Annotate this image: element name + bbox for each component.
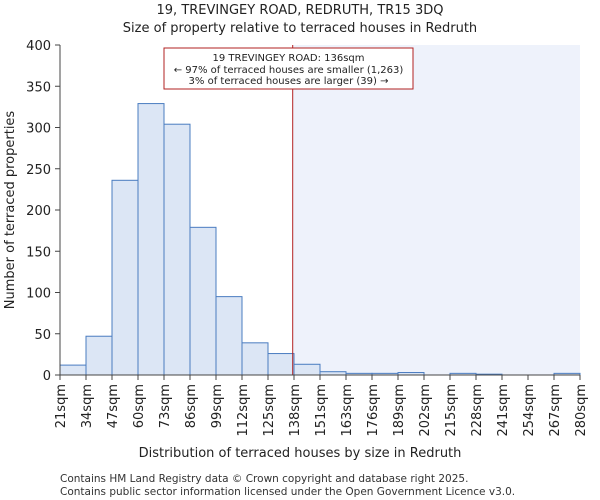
x-tick-label: 125sqm [262, 384, 277, 437]
bar-60sqm [137, 103, 165, 376]
y-tick-label: 400 [26, 39, 51, 54]
bar-125sqm [267, 353, 295, 376]
y-axis-label: Number of terraced properties [3, 111, 18, 310]
x-tick-label: 202sqm [418, 384, 433, 437]
chart-title: 19, TREVINGEY ROAD, REDRUTH, TR15 3DQ [157, 3, 444, 18]
x-tick-label: 34sqm [80, 384, 95, 428]
bar-73sqm [163, 123, 191, 376]
annotation-line-2: ← 97% of terraced houses are smaller (1,… [174, 65, 404, 76]
x-tick-label: 267sqm [548, 384, 563, 437]
x-tick-label: 21sqm [54, 384, 69, 428]
chart-subtitle: Size of property relative to terraced ho… [123, 21, 477, 36]
annotation-line-1: 19 TREVINGEY ROAD: 136sqm [212, 53, 364, 64]
x-tick-label: 189sqm [392, 384, 407, 437]
x-tick-label: 60sqm [132, 384, 147, 428]
annotation-line-3: 3% of terraced houses are larger (39) → [189, 76, 389, 87]
y-tick-label: 150 [26, 245, 51, 260]
x-tick-label: 151sqm [314, 384, 329, 437]
x-tick-label: 138sqm [288, 384, 303, 437]
annotation-box [163, 47, 414, 90]
x-tick-label: 215sqm [444, 384, 459, 437]
bar-47sqm [111, 179, 139, 376]
y-tick-label: 350 [26, 80, 51, 95]
bar-99sqm [215, 296, 243, 376]
y-tick-label: 250 [26, 163, 51, 178]
y-tick-label: 100 [26, 287, 51, 302]
y-tick-label: 50 [34, 328, 51, 343]
y-tick-label: 300 [26, 122, 51, 137]
bar-86sqm [189, 226, 217, 376]
bars [59, 103, 581, 376]
x-tick-label: 254sqm [522, 384, 537, 437]
x-axis-ticks: 21sqm 34sqm 47sqm 60sqm 73sqm 86sqm 99sqm 112sq… [54, 375, 589, 437]
y-tick-label: 0 [43, 369, 51, 384]
x-tick-label: 73sqm [158, 384, 173, 428]
larger-properties-region [292, 45, 580, 375]
x-tick-label: 241sqm [496, 384, 511, 437]
x-axis-label: Distribution of terraced houses by size … [139, 446, 462, 461]
x-tick-label: 163sqm [340, 384, 355, 437]
footer-line-1: Contains HM Land Registry data © Crown c… [60, 473, 468, 485]
x-tick-label: 86sqm [184, 384, 199, 428]
y-tick-label: 200 [26, 204, 51, 219]
bar-34sqm [85, 335, 113, 376]
x-tick-label: 280sqm [574, 384, 589, 437]
x-tick-label: 112sqm [236, 384, 251, 437]
x-tick-label: 99sqm [210, 384, 225, 428]
x-tick-label: 47sqm [106, 384, 121, 428]
bar-138sqm [293, 363, 321, 376]
y-axis-ticks: 0 50 100 150 200 250 300 350 400 [26, 39, 60, 384]
x-tick-label: 228sqm [470, 384, 485, 437]
bar-112sqm [241, 342, 269, 376]
bar-21sqm [59, 364, 87, 376]
x-tick-label: 176sqm [366, 384, 381, 437]
footer-line-2: Contains public sector information licen… [60, 486, 515, 498]
